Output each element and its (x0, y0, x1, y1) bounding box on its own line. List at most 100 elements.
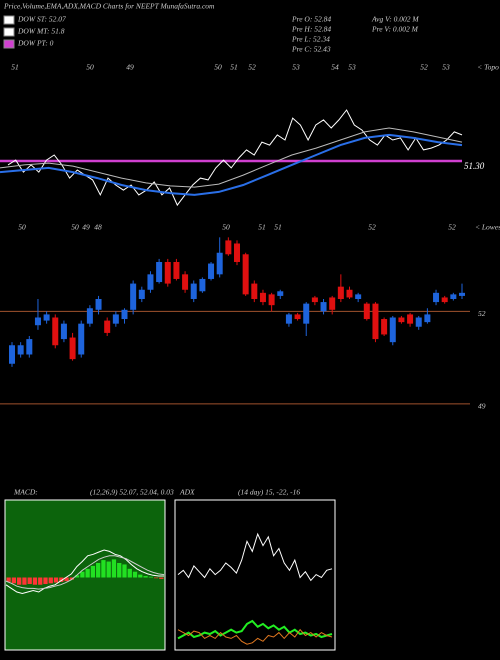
top-label: 52 (448, 223, 456, 232)
histogram-bar (38, 577, 43, 585)
info-text: Pre V: 0.002 M (371, 25, 419, 34)
candle-body (450, 294, 457, 299)
histogram-bar (90, 565, 96, 578)
candle-body (285, 314, 292, 324)
legend-swatch (3, 27, 15, 37)
candle-body (199, 278, 206, 292)
histogram-bar (27, 577, 32, 585)
info-text: Pre H: 52.84 (291, 25, 331, 34)
candle-body (104, 320, 111, 333)
top-label: 53 (348, 63, 356, 72)
candle-body (415, 317, 422, 327)
candle-body (459, 292, 465, 296)
top-label: 53 (292, 63, 300, 72)
top-label: 52 (248, 63, 256, 72)
candle-body (208, 263, 215, 279)
level-label: 51.30 (464, 161, 485, 171)
top-label: 50 (86, 63, 94, 72)
histogram-bar (11, 577, 17, 584)
legend-text: DOW MT: 51.8 (17, 27, 65, 36)
candle-body (329, 297, 336, 310)
histogram-bar (69, 577, 74, 580)
candle-body (190, 283, 197, 299)
title: Price,Volume,EMA,ADX,MACD Charts for NEE… (3, 2, 215, 11)
top-label: 50 (222, 223, 230, 232)
candle-body (69, 337, 76, 360)
candle-body (372, 303, 379, 340)
histogram-bar (64, 577, 69, 582)
candle-body (259, 292, 266, 303)
candle-body (225, 240, 232, 255)
legend-swatch (3, 39, 15, 49)
candle-body (398, 317, 405, 323)
candle-body (112, 314, 119, 324)
candle-body (52, 317, 59, 346)
histogram-bar (53, 577, 59, 583)
candle-body (121, 309, 128, 320)
candle-body (216, 252, 223, 275)
candle-body (407, 314, 414, 324)
histogram-bar (6, 577, 11, 582)
histogram-bar (143, 576, 148, 578)
histogram-bar (127, 568, 132, 578)
histogram-bar (159, 577, 164, 579)
series-line (0, 127, 463, 188)
top-label: 51 (274, 223, 282, 232)
histogram-bar (32, 577, 38, 585)
panel-label: ADX (179, 488, 195, 497)
series-line (177, 532, 333, 582)
top-label: 54 (331, 63, 339, 72)
panel-bg (174, 499, 336, 651)
info-text: Avg V: 0.002 M (371, 15, 419, 24)
histogram-bar (74, 575, 80, 578)
candle-body (147, 274, 154, 290)
top-label: 51 (258, 223, 266, 232)
candle-body (34, 317, 41, 326)
candle-body (95, 299, 102, 310)
legend-text: DOW ST: 52.07 (17, 15, 66, 24)
histogram-bar (85, 568, 90, 578)
histogram-bar (153, 577, 159, 579)
top-label: 52 (420, 63, 428, 72)
candle-body (294, 314, 301, 320)
candle-body (355, 294, 362, 299)
histogram-bar (17, 577, 22, 585)
top-label: < Topo (477, 63, 499, 72)
top-label: 51 (11, 63, 19, 72)
candle-body (78, 323, 85, 355)
panel-params: (14 day) 15, -22, -16 (238, 488, 300, 497)
histogram-bar (80, 571, 85, 578)
series-line (5, 555, 165, 590)
candle-body (164, 262, 171, 284)
top-label: 53 (442, 63, 450, 72)
candle-body (337, 286, 344, 299)
candle-body (311, 297, 318, 303)
candle-body (86, 308, 93, 324)
top-label: < Lowes (475, 223, 500, 232)
histogram-bar (122, 564, 127, 578)
candle-body (303, 303, 310, 324)
top-label: 50 (18, 223, 26, 232)
top-label: 48 (94, 223, 102, 232)
histogram-bar (132, 571, 138, 578)
histogram-bar (59, 577, 64, 582)
top-label: 52 (368, 223, 376, 232)
top-label: 51 (230, 63, 238, 72)
panel-label: MACD: (13, 488, 38, 497)
histogram-bar (43, 577, 48, 585)
candle-body (173, 262, 180, 279)
candle-body (242, 254, 249, 295)
candle-body (389, 317, 396, 343)
histogram-bar (148, 576, 153, 578)
candle-body (363, 303, 370, 320)
candle-body (346, 289, 353, 298)
candle-body (320, 302, 327, 312)
series-line (7, 109, 463, 207)
series-line (177, 628, 333, 645)
candle-body (9, 345, 15, 364)
series-line (0, 133, 463, 196)
series-line (5, 549, 164, 595)
candle-body (26, 339, 33, 355)
histogram-bar (48, 577, 53, 584)
